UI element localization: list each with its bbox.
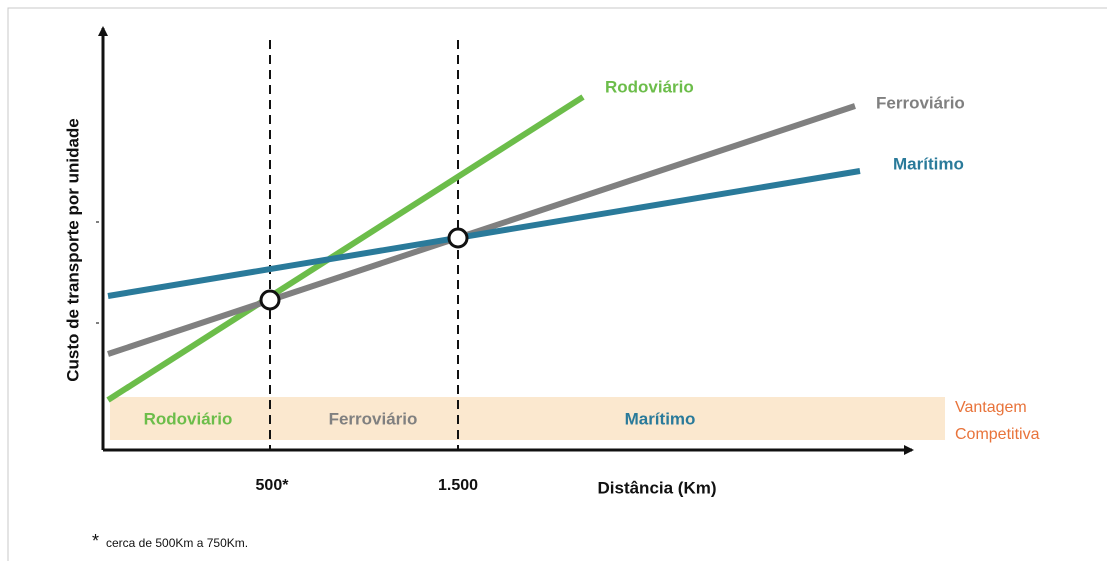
line-label: Ferroviário	[876, 93, 965, 112]
zone-caption: Competitiva	[955, 426, 1040, 443]
road-line	[106, 94, 585, 403]
zone-label: Marítimo	[625, 409, 696, 428]
zone-label: Rodoviário	[144, 409, 233, 428]
rail-line	[107, 103, 856, 357]
zone-caption: Vantagem	[955, 399, 1027, 416]
line-label: Marítimo	[893, 154, 964, 173]
line-label: Rodoviário	[605, 77, 694, 96]
intersection	[447, 227, 469, 249]
advantage-band	[110, 397, 945, 440]
x-mark-label: 1.500	[438, 477, 478, 494]
x-axis-label: Distância (Km)	[597, 478, 716, 497]
intersection	[259, 289, 281, 311]
sea-line	[107, 168, 861, 299]
frame	[7, 7, 1107, 561]
x-mark-label: 500*	[256, 477, 290, 494]
y-axis-label: Custo de transporte por unidade	[63, 118, 82, 382]
footnote: cerca de 500Km a 750Km.	[106, 536, 248, 550]
footnote-mark: *	[92, 531, 99, 551]
zone-label: Ferroviário	[329, 409, 418, 428]
